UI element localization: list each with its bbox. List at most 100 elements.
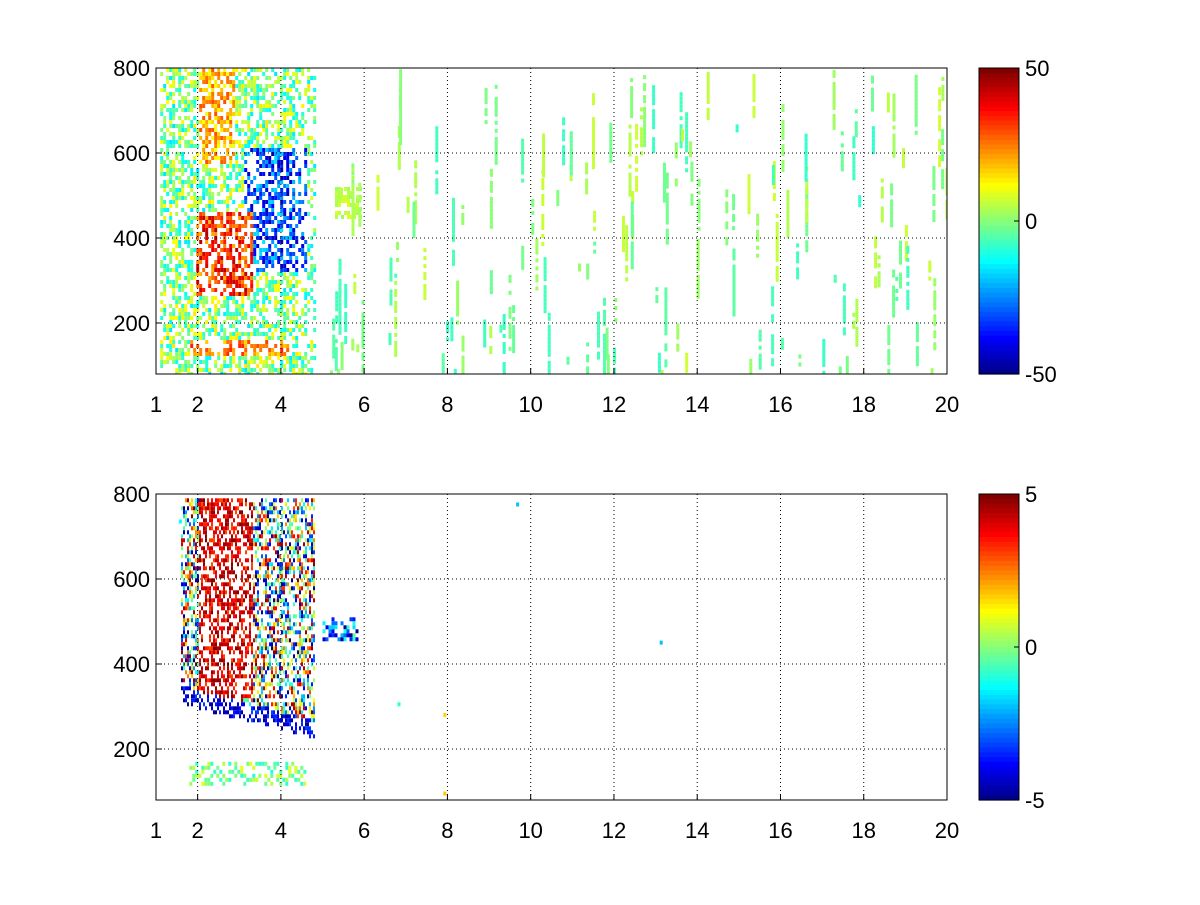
- heatmap-cell: [187, 316, 190, 320]
- heatmap-cell: [407, 205, 410, 209]
- heatmap-cell: [833, 86, 836, 90]
- heatmap-cell: [277, 152, 280, 156]
- heatmap-cell: [207, 694, 209, 698]
- heatmap-cell: [205, 320, 208, 324]
- heatmap-cell: [685, 353, 688, 357]
- heatmap-cell: [261, 562, 263, 566]
- heatmap-cell: [635, 180, 638, 184]
- heatmap-cell: [191, 526, 193, 530]
- heatmap-cell: [189, 590, 191, 594]
- heatmap-cell: [310, 188, 313, 192]
- heatmap-cell: [263, 574, 265, 578]
- heatmap-cell: [304, 356, 307, 360]
- heatmap-cell: [229, 546, 231, 550]
- heatmap-cell: [253, 598, 255, 602]
- heatmap-cell: [209, 554, 211, 558]
- heatmap-cell: [339, 319, 342, 323]
- heatmap-cell: [205, 538, 207, 542]
- heatmap-cell: [205, 188, 208, 192]
- heatmap-cell: [298, 248, 301, 252]
- heatmap-cell: [265, 498, 267, 502]
- heatmap-cell: [265, 586, 267, 590]
- heatmap-cell: [399, 89, 402, 93]
- heatmap-cell: [664, 331, 667, 335]
- heatmap-cell: [283, 276, 286, 280]
- heatmap-cell: [190, 296, 193, 300]
- heatmap-cell: [251, 558, 253, 562]
- heatmap-cell: [452, 222, 455, 226]
- heatmap-cell: [756, 230, 759, 234]
- heatmap-cell: [456, 293, 459, 297]
- heatmap-cell: [208, 216, 211, 220]
- heatmap-cell: [353, 282, 356, 286]
- heatmap-cell: [239, 498, 241, 502]
- colorbar-segment: [979, 298, 1019, 303]
- heatmap-cell: [241, 698, 243, 702]
- heatmap-cell: [172, 100, 175, 104]
- heatmap-cell: [874, 260, 877, 264]
- heatmap-cell: [394, 305, 397, 309]
- heatmap-cell: [262, 208, 265, 212]
- heatmap-cell: [250, 96, 253, 100]
- heatmap-cell: [221, 598, 223, 602]
- heatmap-cell: [887, 337, 890, 341]
- heatmap-cell: [233, 670, 235, 674]
- heatmap-cell: [748, 198, 751, 202]
- heatmap-cell: [226, 248, 229, 252]
- heatmap-cell: [256, 300, 259, 304]
- heatmap-cell: [209, 526, 211, 530]
- heatmap-cell: [273, 694, 275, 698]
- heatmap-cell: [335, 211, 338, 215]
- heatmap-cell: [265, 324, 268, 328]
- heatmap-cell: [544, 273, 547, 277]
- heatmap-cell: [193, 80, 196, 84]
- heatmap-cell: [208, 188, 211, 192]
- heatmap-cell: [452, 206, 455, 210]
- heatmap-cell: [257, 718, 259, 722]
- heatmap-cell: [221, 654, 223, 658]
- heatmap-cell: [214, 128, 217, 132]
- heatmap-cell: [890, 187, 893, 191]
- heatmap-cell: [199, 88, 202, 92]
- heatmap-cell: [423, 256, 426, 260]
- heatmap-cell: [215, 498, 217, 502]
- heatmap-cell: [275, 558, 277, 562]
- heatmap-cell: [205, 88, 208, 92]
- heatmap-cell: [213, 662, 215, 666]
- heatmap-cell: [244, 224, 247, 228]
- heatmap-cell: [892, 298, 895, 302]
- heatmap-cell: [271, 562, 273, 566]
- heatmap-cell: [275, 530, 277, 534]
- heatmap-cell: [906, 250, 909, 254]
- heatmap-cell: [725, 221, 728, 225]
- heatmap-cell: [221, 650, 223, 654]
- heatmap-cell: [227, 626, 229, 630]
- heatmap-cell: [843, 303, 846, 307]
- heatmap-cell: [771, 342, 774, 346]
- heatmap-cell: [253, 542, 255, 546]
- heatmap-cell: [241, 224, 244, 228]
- heatmap-cell: [178, 324, 181, 328]
- heatmap-cell: [169, 112, 172, 116]
- heatmap-cell: [253, 698, 255, 702]
- heatmap-cell: [263, 706, 265, 710]
- heatmap-cell: [205, 598, 207, 602]
- heatmap-cell: [172, 116, 175, 120]
- heatmap-cell: [244, 144, 247, 148]
- heatmap-cell: [203, 526, 205, 530]
- heatmap-cell: [256, 332, 259, 336]
- colorbar-segment: [979, 355, 1019, 360]
- heatmap-cell: [223, 502, 225, 506]
- heatmap-cell: [846, 356, 849, 360]
- x-tick-label: 1: [150, 392, 162, 417]
- heatmap-cell: [635, 156, 638, 160]
- heatmap-cell: [341, 358, 344, 362]
- heatmap-cell: [175, 264, 178, 268]
- heatmap-cell: [413, 214, 416, 218]
- heatmap-cell: [609, 139, 612, 143]
- heatmap-cell: [265, 212, 268, 216]
- heatmap-cell: [631, 245, 634, 249]
- heatmap-cell: [178, 176, 181, 180]
- heatmap-cell: [209, 634, 211, 638]
- heatmap-cell: [892, 286, 895, 290]
